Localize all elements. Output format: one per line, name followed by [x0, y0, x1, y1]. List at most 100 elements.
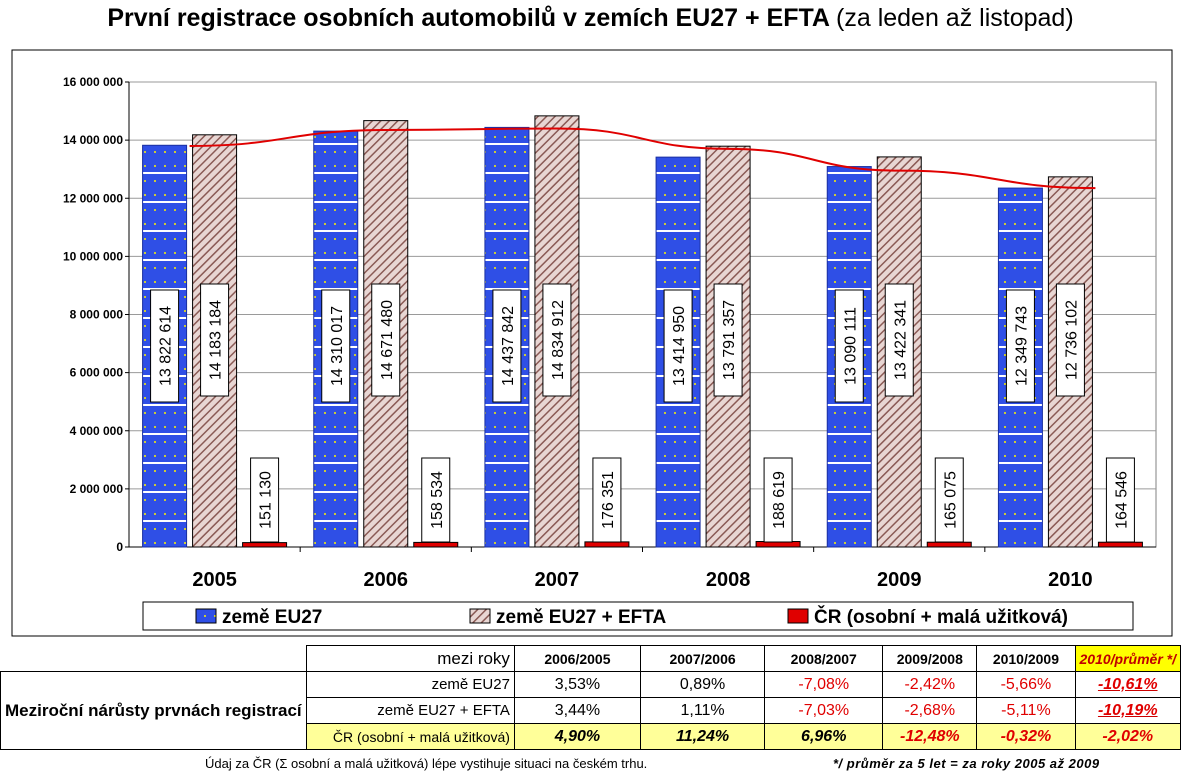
- bar-cr: [926, 541, 972, 548]
- legend-swatch: [469, 608, 491, 624]
- data-label: 12 736 102: [1063, 300, 1080, 380]
- y-tick-label: 8 000 000: [70, 308, 124, 322]
- y-tick-label: 0: [116, 540, 123, 554]
- data-label-box: [763, 457, 793, 543]
- table-cell: -12,48%: [882, 723, 978, 750]
- bar-cr: [413, 541, 459, 548]
- x-tick-label: 2006: [364, 569, 409, 591]
- data-label: 151 130: [258, 471, 275, 529]
- table-cell: -0,32%: [976, 723, 1076, 750]
- data-label: 13 090 111: [842, 307, 859, 385]
- growth-table: mezi roky 2006/2005 2007/2006 2008/2007 …: [0, 645, 1181, 750]
- x-tick-label: 2008: [706, 569, 751, 591]
- data-label-box: [250, 457, 280, 543]
- data-label-box: [1105, 457, 1135, 543]
- y-tick-label: 16 000 000: [63, 75, 123, 89]
- bar-cr: [584, 541, 630, 548]
- data-label-box: [1005, 289, 1035, 403]
- data-label: 176 351: [600, 471, 617, 529]
- table-header-label: mezi roky: [305, 645, 515, 672]
- x-tick-label: 2007: [535, 569, 580, 591]
- note-right: */ průměr za 5 let = za roky 2005 až 200…: [833, 756, 1100, 771]
- legend-label: ČR (osobní + malá užitková): [814, 606, 1068, 628]
- chart-title-main: První registrace osobních automobilů v z…: [107, 4, 830, 32]
- table-row-label: země EU27: [305, 671, 515, 698]
- data-label-box: [934, 457, 964, 543]
- data-label: 13 414 950: [671, 306, 688, 386]
- y-tick-label: 10 000 000: [63, 249, 123, 263]
- table-row-label: ČR (osobní + malá užitková): [305, 723, 515, 750]
- data-label: 13 822 614: [158, 306, 175, 386]
- chart-title: První registrace osobních automobilů v z…: [0, 4, 1181, 33]
- data-label: 12 349 743: [1013, 306, 1030, 386]
- data-label: 165 075: [942, 471, 959, 529]
- data-label: 14 310 017: [329, 306, 346, 386]
- table-period-average: 2010/průměr */: [1074, 645, 1181, 672]
- data-label-box: [492, 289, 522, 403]
- data-label: 14 671 480: [379, 300, 396, 380]
- table-period: 2009/2008: [882, 645, 978, 672]
- table-cell: 4,90%: [513, 723, 641, 750]
- data-label-box: [542, 283, 572, 397]
- table-row-label: země EU27 + EFTA: [305, 697, 515, 724]
- legend-swatch: [195, 608, 217, 624]
- table-cell: -5,11%: [976, 697, 1076, 724]
- data-label: 14 183 184: [208, 300, 225, 380]
- y-tick-label: 6 000 000: [70, 366, 124, 380]
- table-cell: -2,68%: [882, 697, 978, 724]
- note-left: Údaj za ČR (Σ osobní a malá užitková) lé…: [205, 756, 648, 771]
- bar-chart: 0 2 000 000 4 000 000 6 000 000 8 000 000 10 …: [11, 49, 1173, 637]
- table-cell: 1,11%: [639, 697, 766, 724]
- data-label: 14 834 912: [550, 300, 567, 380]
- y-tick-label: 14 000 000: [63, 133, 123, 147]
- table-cell: -7,08%: [764, 671, 884, 698]
- y-tick-label: 2 000 000: [70, 482, 124, 496]
- table-period: 2008/2007: [764, 645, 884, 672]
- data-label-box: [884, 283, 914, 397]
- table-period: 2010/2009: [976, 645, 1076, 672]
- table-period: 2007/2006: [639, 645, 766, 672]
- x-tick-label: 2009: [877, 569, 922, 591]
- data-label-box: [371, 283, 401, 397]
- data-label-box: [592, 457, 622, 543]
- chart-title-sub: (za leden až listopad): [836, 4, 1074, 32]
- y-tick-label: 12 000 000: [63, 191, 123, 205]
- table-cell: -5,66%: [976, 671, 1076, 698]
- x-tick-label: 2005: [192, 569, 237, 591]
- data-label: 188 619: [771, 471, 788, 529]
- table-cell: 11,24%: [639, 723, 766, 750]
- table-cell: -2,42%: [882, 671, 978, 698]
- data-label-box: [421, 457, 451, 543]
- legend-box: [142, 601, 1134, 631]
- y-tick-label: 4 000 000: [70, 424, 124, 438]
- data-label: 14 437 842: [500, 306, 517, 386]
- table-cell: 0,89%: [639, 671, 766, 698]
- bar-cr: [1097, 541, 1143, 548]
- data-label-box: [150, 289, 180, 403]
- table-cell: -7,03%: [764, 697, 884, 724]
- data-label-box: [713, 283, 743, 397]
- data-label-box: [321, 289, 351, 403]
- data-label-box: [663, 289, 693, 403]
- trend-line: [189, 127, 1096, 190]
- bar-cr: [242, 542, 288, 548]
- data-label: 158 534: [429, 471, 446, 529]
- data-label-box: [200, 283, 230, 397]
- table-cell: 3,53%: [513, 671, 641, 698]
- x-tick-label: 2010: [1048, 569, 1093, 591]
- table-cell: -10,19%: [1074, 697, 1181, 724]
- table-cell: 6,96%: [764, 723, 884, 750]
- table-cell: -10,61%: [1074, 671, 1181, 698]
- table-period: 2006/2005: [513, 645, 641, 672]
- table-cell: 3,44%: [513, 697, 641, 724]
- data-label: 164 546: [1113, 471, 1130, 529]
- data-label-box: [834, 289, 864, 403]
- legend-swatch: [787, 608, 809, 624]
- table-lead-label: Meziroční nárůsty prvnách registrací: [0, 671, 307, 750]
- legend-label: země EU27 + EFTA: [496, 607, 666, 628]
- legend-label: země EU27: [222, 607, 322, 628]
- data-label: 13 422 341: [892, 300, 909, 380]
- data-label-box: [1055, 283, 1085, 397]
- table-cell: -2,02%: [1074, 723, 1181, 750]
- data-label: 13 791 357: [721, 300, 738, 380]
